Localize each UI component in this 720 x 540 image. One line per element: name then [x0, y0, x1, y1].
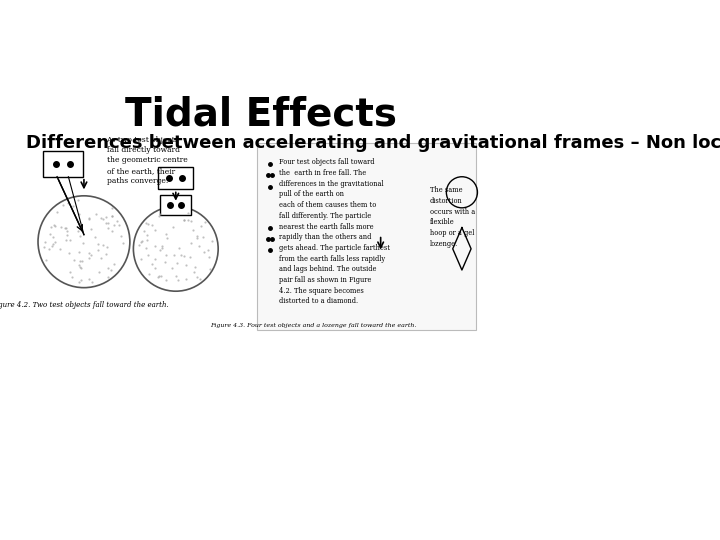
Text: The same
distortion
occurs with a
flexible
hoop or a gel
lozenge.: The same distortion occurs with a flexib…: [430, 186, 475, 248]
Text: As two test objects
fall directly toward
the geometric centre
of the earth, thei: As two test objects fall directly toward…: [107, 136, 187, 185]
Bar: [161, 195, 192, 215]
Text: Figure 4.2. Two test objects fall toward the earth.: Figure 4.2. Two test objects fall toward…: [0, 301, 169, 309]
Bar: [257, 143, 476, 330]
Text: Figure 4.3. Four test objects and a lozenge fall toward the earth.: Figure 4.3. Four test objects and a loze…: [210, 322, 417, 328]
Bar: [43, 151, 83, 177]
Bar: [158, 167, 194, 190]
Text: Differences between accelerating and gravitational frames – Non locality: Differences between accelerating and gra…: [26, 134, 720, 152]
Text: Tidal Effects: Tidal Effects: [125, 96, 397, 133]
Text: Four test objects fall toward
the  earth in free fall. The
differences in the gr: Four test objects fall toward the earth …: [279, 158, 390, 306]
